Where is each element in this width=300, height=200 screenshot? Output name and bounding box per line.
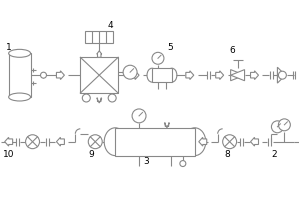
Text: 10: 10	[3, 150, 14, 159]
Circle shape	[278, 119, 290, 131]
Circle shape	[82, 94, 90, 102]
Text: 5: 5	[167, 43, 173, 52]
Text: 6: 6	[230, 46, 236, 55]
Ellipse shape	[9, 93, 31, 101]
Polygon shape	[5, 137, 13, 146]
Bar	[9, 53, 31, 97]
Circle shape	[40, 72, 46, 78]
Ellipse shape	[167, 68, 177, 82]
Ellipse shape	[184, 128, 206, 156]
Bar	[152, 68, 172, 82]
Text: 2: 2	[272, 150, 277, 159]
Polygon shape	[97, 51, 102, 57]
Ellipse shape	[9, 49, 31, 57]
Polygon shape	[186, 71, 194, 80]
Circle shape	[88, 135, 102, 149]
Text: 8: 8	[225, 150, 230, 159]
Text: 4: 4	[107, 21, 113, 30]
Circle shape	[26, 135, 40, 149]
Circle shape	[132, 109, 146, 123]
Polygon shape	[97, 98, 102, 103]
Circle shape	[180, 161, 186, 167]
Text: 3: 3	[143, 157, 149, 166]
Circle shape	[108, 94, 116, 102]
Polygon shape	[164, 123, 169, 128]
Polygon shape	[250, 137, 259, 146]
Circle shape	[272, 121, 284, 133]
Polygon shape	[56, 71, 64, 80]
Circle shape	[123, 65, 137, 79]
Bar	[85, 31, 113, 43]
Circle shape	[278, 71, 286, 79]
Ellipse shape	[147, 68, 157, 82]
Polygon shape	[131, 71, 139, 80]
Polygon shape	[278, 67, 285, 83]
Polygon shape	[56, 137, 64, 146]
Circle shape	[152, 52, 164, 64]
Polygon shape	[231, 70, 244, 81]
Ellipse shape	[104, 128, 126, 156]
Bar	[80, 57, 118, 93]
Polygon shape	[231, 70, 244, 81]
Text: 9: 9	[88, 150, 94, 159]
Bar	[115, 128, 195, 156]
Polygon shape	[250, 71, 259, 80]
Polygon shape	[216, 71, 224, 80]
Text: 1: 1	[6, 43, 11, 52]
Polygon shape	[199, 137, 207, 146]
Circle shape	[223, 135, 237, 149]
